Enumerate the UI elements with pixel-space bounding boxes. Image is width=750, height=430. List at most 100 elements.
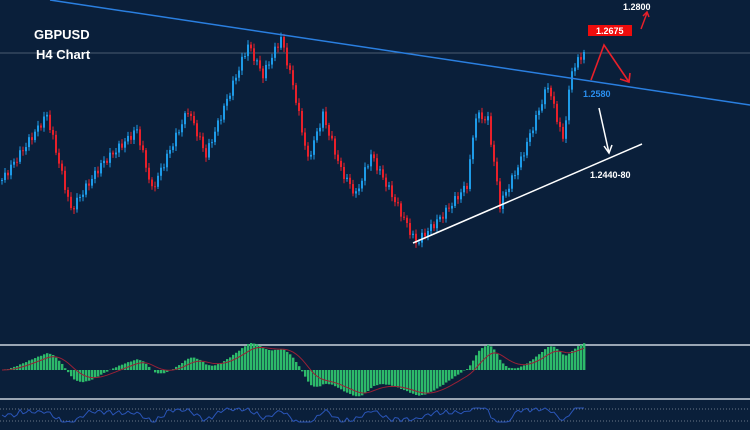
candle-body	[484, 119, 486, 121]
candle-body	[367, 166, 369, 168]
candle-body	[382, 169, 384, 178]
macd-bar	[580, 344, 583, 370]
candle-body	[316, 131, 318, 141]
candle-body	[91, 178, 93, 186]
candle-body	[187, 113, 189, 115]
macd-bar	[355, 370, 358, 397]
red-up-arrowhead-icon	[642, 10, 650, 18]
candle-body	[37, 125, 39, 132]
candle-body	[79, 196, 81, 198]
candle-body	[358, 188, 360, 192]
candle-body	[508, 188, 510, 193]
macd-bar	[298, 366, 301, 370]
macd-bar	[379, 370, 382, 385]
candle-body	[562, 126, 564, 139]
macd-bar	[493, 349, 496, 370]
macd-bar	[313, 370, 316, 387]
macd-bar	[31, 359, 34, 370]
candle-body	[496, 161, 498, 182]
candle-body	[331, 135, 333, 139]
macd-bar	[412, 370, 415, 394]
macd-bar	[391, 370, 394, 386]
candle-body	[394, 197, 396, 203]
macd-bar	[469, 365, 472, 370]
macd-bar	[55, 357, 58, 370]
candle-body	[283, 36, 285, 48]
macd-bar	[124, 363, 127, 370]
candle-body	[73, 208, 75, 210]
macd-bar	[250, 343, 253, 370]
candle-body	[325, 111, 327, 126]
macd-bar	[367, 370, 370, 392]
symbol-title: GBPUSD	[34, 27, 90, 42]
candle-body	[481, 112, 483, 120]
macd-bar	[373, 370, 376, 386]
macd-bar	[502, 363, 505, 370]
macd-bar	[517, 367, 520, 370]
candle-body	[547, 87, 549, 90]
macd-bar	[244, 346, 247, 370]
macd-histogram	[4, 343, 586, 397]
macd-bar	[514, 368, 517, 370]
macd-bar	[199, 359, 202, 370]
macd-bar	[499, 359, 502, 370]
macd-bar	[214, 365, 217, 370]
candle-body	[400, 203, 402, 217]
candle-body	[577, 57, 579, 68]
white-arrowhead-icon	[603, 144, 613, 155]
candle-body	[139, 129, 141, 146]
candle-body	[448, 207, 450, 209]
macd-bar	[265, 349, 268, 370]
candle-body	[583, 52, 585, 60]
macd-bar	[49, 353, 52, 370]
macd-bar	[505, 366, 508, 370]
candle-body	[304, 132, 306, 146]
candle-body	[355, 191, 357, 194]
macd-bar	[322, 370, 325, 385]
candle-body	[349, 177, 351, 185]
candle-body	[388, 185, 390, 187]
candle-body	[208, 143, 210, 158]
candle-body	[1, 180, 3, 181]
candle-body	[565, 120, 567, 139]
candle-body	[256, 60, 258, 62]
candle-body	[124, 141, 126, 148]
candle-body	[235, 77, 237, 81]
macd-bar	[79, 370, 82, 382]
macd-bar	[307, 370, 310, 382]
candle-body	[286, 47, 288, 66]
candle-body	[445, 207, 447, 219]
candle-body	[520, 156, 522, 168]
macd-bar	[544, 349, 547, 370]
macd-bar	[280, 349, 283, 370]
candle-body	[241, 56, 243, 71]
candle-body	[502, 195, 504, 209]
macd-bar	[403, 370, 406, 391]
macd-bar	[253, 343, 256, 370]
candle-body	[223, 105, 225, 120]
macd-bar	[193, 357, 196, 370]
macd-bar	[406, 370, 409, 392]
macd-bar	[337, 370, 340, 388]
candle-body	[97, 170, 99, 174]
candle-body	[307, 145, 309, 157]
macd-bar	[436, 370, 439, 389]
macd-bar	[292, 357, 295, 370]
candle-body	[346, 177, 348, 179]
macd-bar	[475, 355, 478, 370]
red-up-arrow	[640, 12, 648, 30]
candle-body	[196, 123, 198, 137]
macd-bar	[235, 352, 238, 370]
candle-body	[544, 89, 546, 105]
candle-body	[457, 196, 459, 200]
candle-body	[166, 153, 168, 168]
macd-bar	[61, 363, 64, 370]
macd-bar	[427, 370, 430, 394]
candle-body	[259, 60, 261, 69]
candle-body	[490, 116, 492, 145]
candle-body	[310, 154, 312, 157]
candle-body	[430, 224, 432, 232]
macd-bar	[535, 356, 538, 370]
macd-bar	[82, 370, 85, 383]
